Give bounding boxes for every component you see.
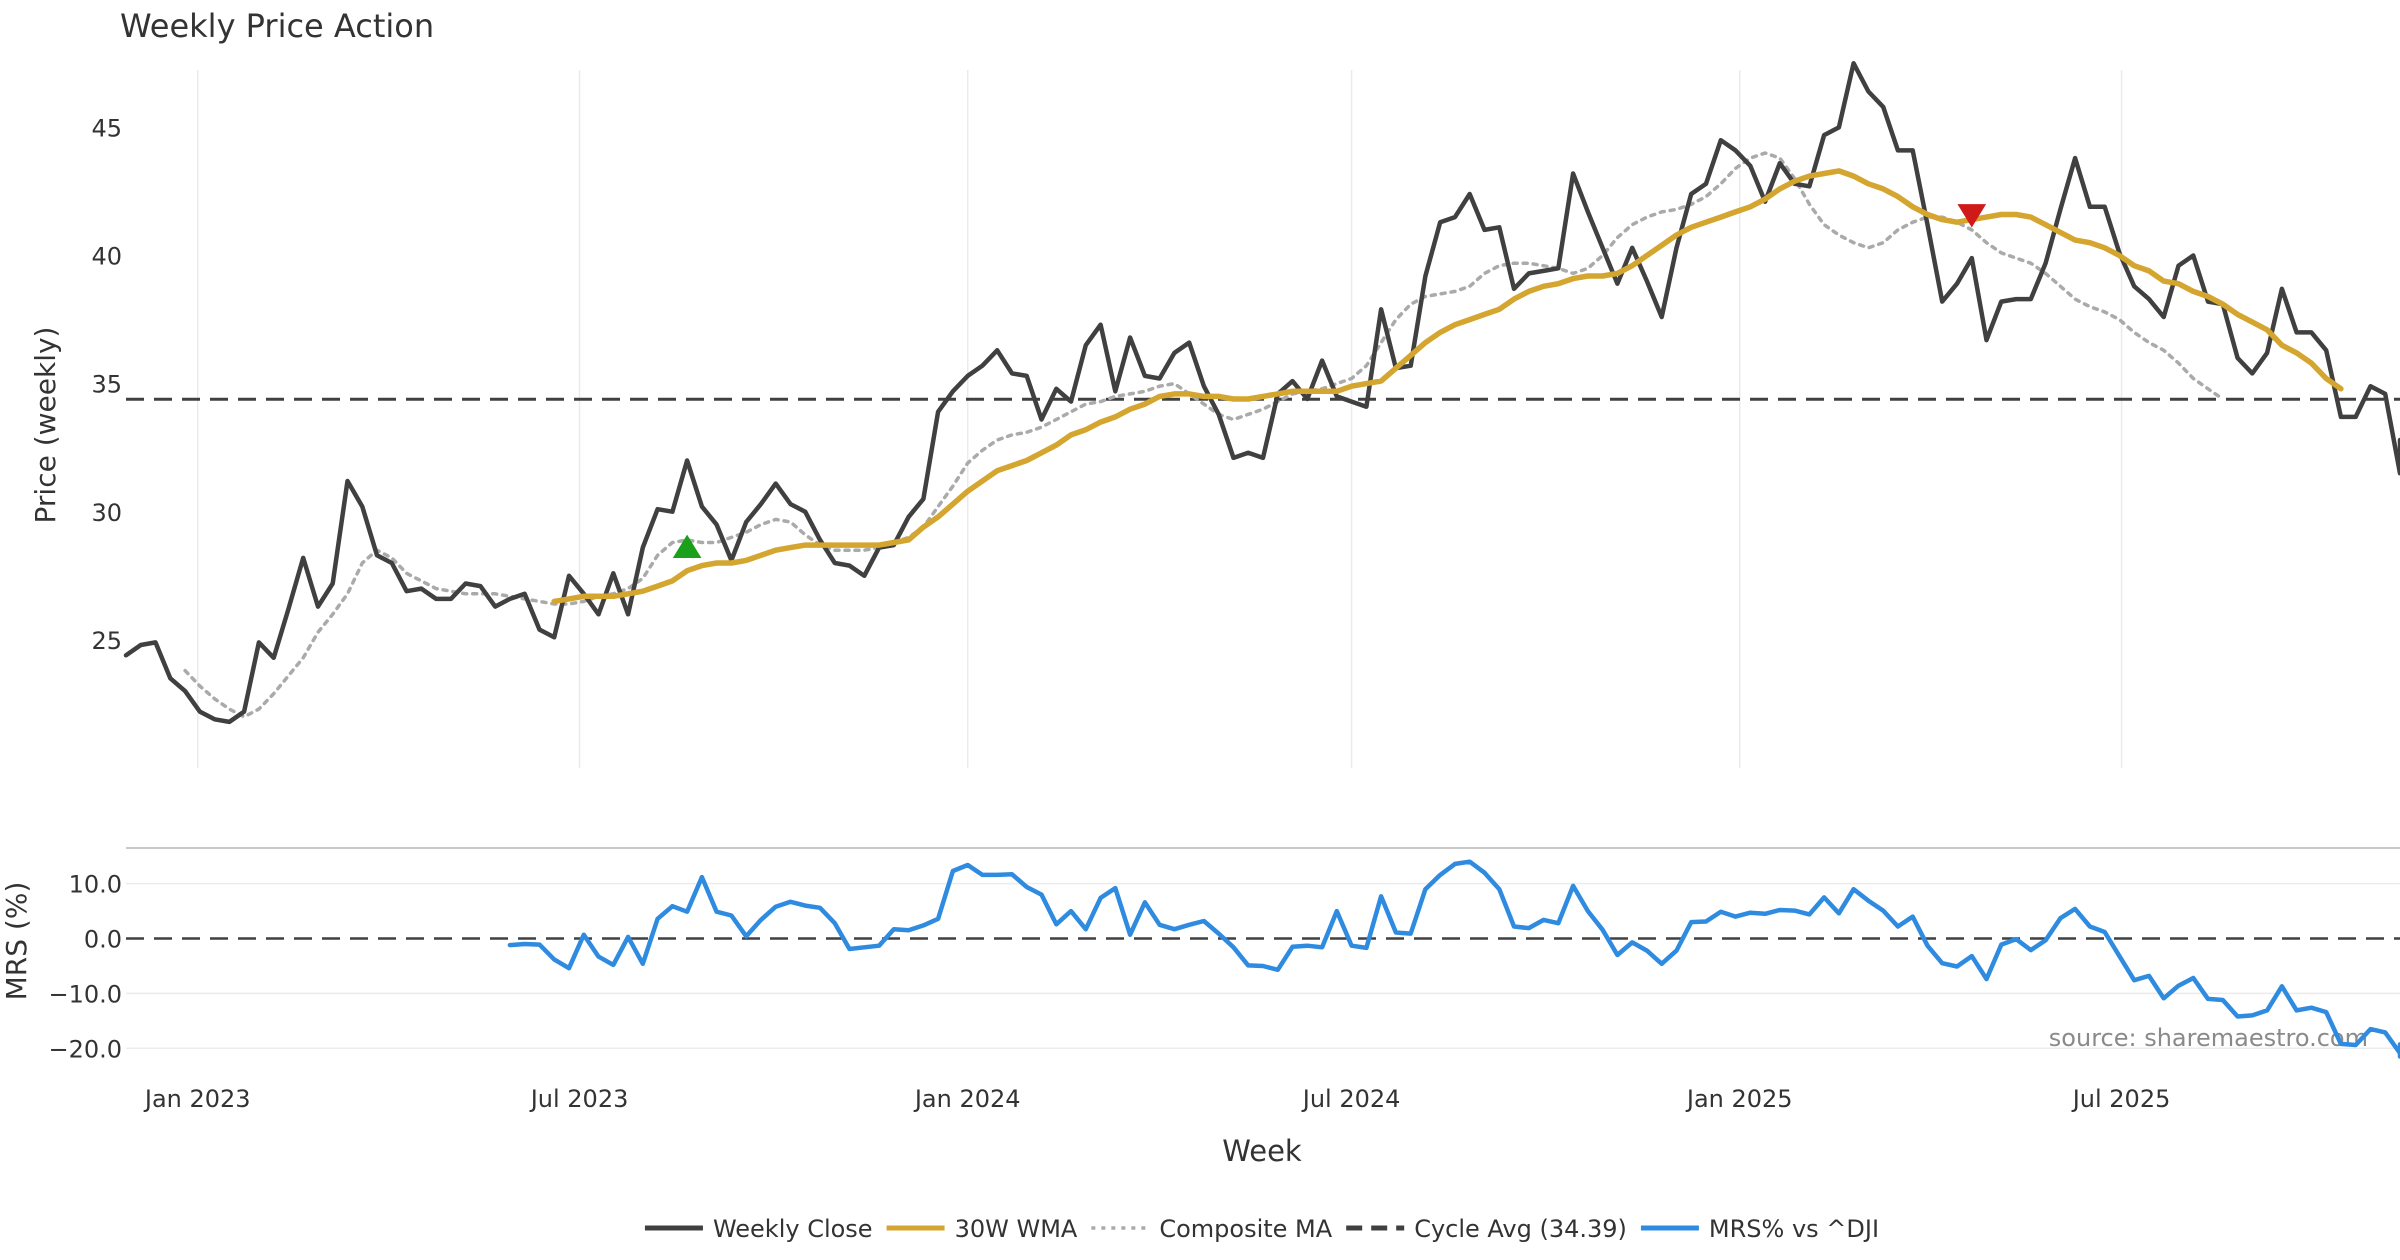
price-y-tick-label: 45 (91, 114, 122, 142)
mrs-y-tick-label: 10.0 (69, 871, 122, 899)
tick-labels: Jan 2023 Jul 2023 Jan 2024 Jul 2024 Jan 2025… (48, 114, 2170, 1113)
legend: Weekly Close 30W WMA Composite MA Cycle Avg… (644, 1215, 1879, 1243)
x-tick-label: Jan 2025 (1685, 1085, 1793, 1113)
composite-series-line (183, 151, 2225, 719)
price-y-axis-label: Price (weekly) (29, 327, 62, 524)
sell-signal-marker (1957, 204, 1987, 228)
x-tick-label: Jan 2023 (143, 1085, 251, 1113)
reference-lines (126, 397, 2400, 940)
price-y-tick-label: 35 (91, 371, 122, 399)
x-tick-label: Jul 2024 (1301, 1085, 1401, 1113)
x-tick-label: Jan 2024 (913, 1085, 1021, 1113)
price-y-tick-label: 40 (91, 243, 122, 271)
mrs-y-axis-label: MRS (%) (0, 882, 33, 1001)
series-layer (123, 61, 2400, 1059)
signal-markers (672, 204, 1987, 559)
legend-label-wma: 30W WMA (955, 1215, 1078, 1243)
chart-title: Weekly Price Action (120, 7, 434, 45)
mrs-y-tick-label: 0.0 (84, 926, 122, 954)
buy-signal-marker (672, 534, 702, 559)
grid-layer (126, 70, 2400, 1050)
x-axis-label: Week (1222, 1134, 1302, 1168)
legend-label-cycle: Cycle Avg (34.39) (1414, 1215, 1627, 1243)
source-note: source: sharemaestro.com (2049, 1024, 2368, 1052)
legend-label-mrs: MRS% vs ^DJI (1709, 1215, 1879, 1243)
mrs-y-tick-label: −20.0 (48, 1035, 122, 1063)
x-tick-label: Jul 2023 (529, 1085, 629, 1113)
close-series-line (123, 61, 2400, 725)
price-y-tick-label: 30 (91, 499, 122, 527)
x-tick-label: Jul 2025 (2071, 1085, 2171, 1113)
price-y-tick-label: 25 (91, 627, 122, 655)
legend-label-close: Weekly Close (713, 1215, 873, 1243)
legend-label-composite: Composite MA (1159, 1215, 1332, 1243)
mrs-y-tick-label: −10.0 (48, 980, 122, 1008)
wma-series-line (551, 168, 2344, 605)
mrs-series-line (507, 859, 2400, 1059)
